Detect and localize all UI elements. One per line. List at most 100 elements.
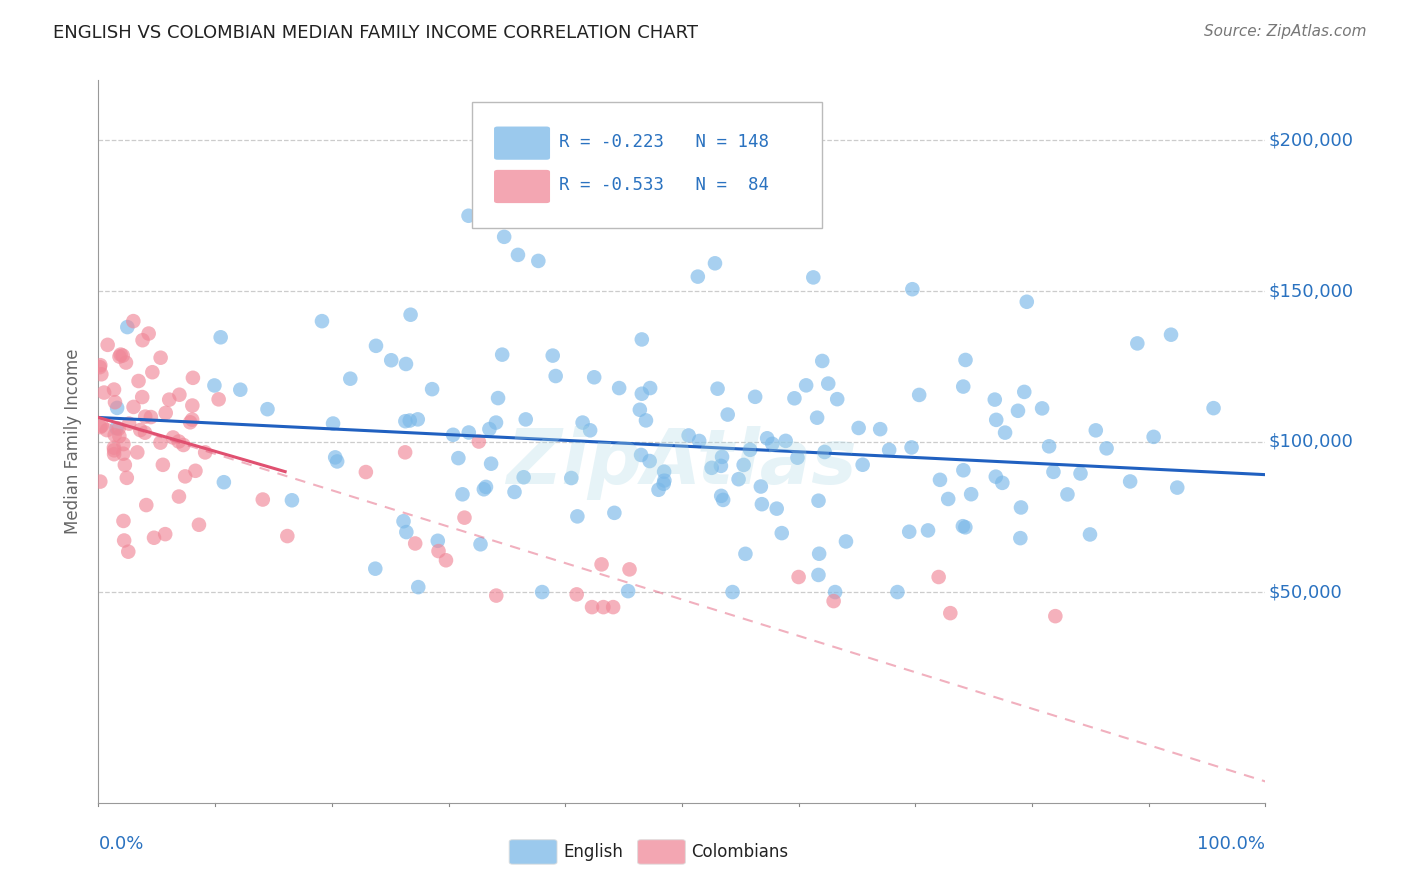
Point [103, 383, 125, 397]
Point [638, 454, 661, 468]
Point [174, 469, 197, 483]
Point [917, 524, 939, 538]
Point [406, 580, 429, 594]
Point [560, 471, 582, 485]
Point [751, 497, 773, 511]
Point [105, 401, 128, 415]
Point [311, 314, 333, 328]
Point [143, 531, 166, 545]
Point [181, 399, 204, 413]
Point [453, 510, 475, 524]
Point [103, 443, 125, 458]
Point [1007, 404, 1029, 418]
Point [131, 390, 153, 404]
Point [127, 445, 149, 459]
Point [104, 395, 127, 409]
Point [89, 360, 111, 375]
Point [929, 473, 952, 487]
Point [678, 428, 700, 442]
Point [447, 451, 470, 466]
Point [717, 408, 740, 422]
Point [434, 553, 457, 567]
Point [134, 409, 156, 424]
Point [97, 338, 120, 352]
Point [281, 493, 304, 508]
Point [848, 421, 870, 435]
Text: ZipAtlas: ZipAtlas [506, 426, 858, 500]
Point [706, 382, 728, 396]
Point [451, 487, 474, 501]
Point [103, 441, 125, 455]
Point [1056, 487, 1078, 501]
Point [1031, 401, 1053, 416]
Text: R = -0.533   N =  84: R = -0.533 N = 84 [560, 176, 769, 194]
Point [149, 435, 172, 450]
Point [710, 489, 733, 503]
Point [212, 475, 235, 490]
Point [169, 388, 191, 402]
Point [339, 372, 361, 386]
Text: 0.0%: 0.0% [98, 835, 143, 854]
Point [354, 465, 377, 479]
Point [794, 378, 817, 392]
Point [869, 422, 891, 436]
Point [503, 485, 526, 500]
FancyBboxPatch shape [472, 102, 823, 228]
Point [991, 475, 1014, 490]
FancyBboxPatch shape [494, 169, 550, 203]
Point [107, 421, 129, 435]
Point [105, 421, 128, 435]
Point [118, 417, 141, 431]
Point [984, 392, 1007, 407]
Point [960, 487, 983, 501]
Text: Colombians: Colombians [692, 843, 789, 861]
Point [153, 527, 176, 541]
Point [825, 392, 848, 406]
Point [229, 383, 252, 397]
Point [155, 406, 177, 420]
Point [749, 479, 772, 493]
Point [1143, 430, 1166, 444]
Point [565, 587, 588, 601]
Point [1084, 423, 1107, 437]
Point [928, 570, 950, 584]
Point [591, 558, 613, 572]
Point [628, 402, 651, 417]
Text: $150,000: $150,000 [1268, 282, 1354, 300]
Text: ENGLISH VS COLOMBIAN MEDIAN FAMILY INCOME CORRELATION CHART: ENGLISH VS COLOMBIAN MEDIAN FAMILY INCOM… [53, 24, 699, 42]
Point [420, 382, 443, 396]
Point [1038, 439, 1060, 453]
Point [112, 447, 135, 461]
Point [399, 308, 422, 322]
Point [152, 458, 174, 472]
Point [138, 326, 160, 341]
Point [395, 357, 418, 371]
Point [115, 355, 138, 369]
Point [112, 437, 135, 451]
Point [1069, 467, 1091, 481]
Point [811, 354, 834, 368]
Point [877, 442, 900, 457]
Point [392, 514, 415, 528]
Point [1160, 327, 1182, 342]
Point [711, 492, 734, 507]
Point [955, 520, 977, 534]
Point [394, 414, 416, 428]
FancyBboxPatch shape [509, 839, 557, 864]
Point [835, 534, 858, 549]
Point [326, 454, 349, 468]
Point [479, 457, 502, 471]
Point [1045, 609, 1067, 624]
Point [1015, 294, 1038, 309]
Point [630, 386, 652, 401]
Point [364, 339, 387, 353]
Point [581, 600, 603, 615]
Point [603, 506, 626, 520]
Point [485, 589, 508, 603]
Point [756, 431, 779, 445]
Point [117, 320, 139, 334]
Point [786, 450, 808, 465]
Point [630, 333, 652, 347]
Point [89, 475, 111, 489]
Point [571, 416, 593, 430]
